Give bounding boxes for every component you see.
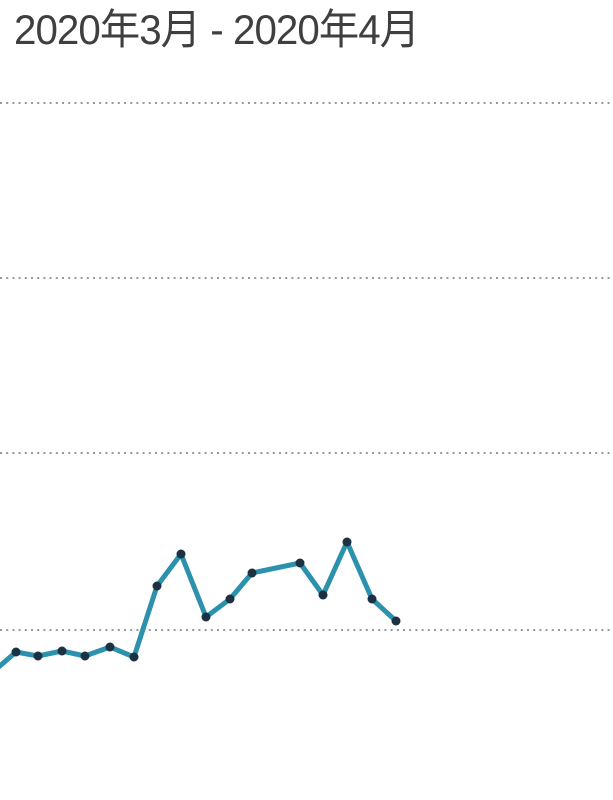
chart-point bbox=[247, 568, 257, 578]
chart-point bbox=[11, 647, 21, 657]
chart-point bbox=[295, 558, 305, 568]
chart-point bbox=[105, 642, 115, 652]
page-title: 2020年3月 - 2020年4月 bbox=[14, 6, 420, 53]
chart-point bbox=[33, 651, 43, 661]
chart-point bbox=[367, 594, 377, 604]
chart-point bbox=[57, 646, 67, 656]
chart-point bbox=[80, 651, 90, 661]
chart-point bbox=[152, 581, 162, 591]
chart-point bbox=[176, 549, 186, 559]
chart-point bbox=[391, 616, 401, 626]
chart-point bbox=[129, 652, 139, 662]
chart-point bbox=[201, 612, 211, 622]
chart-point bbox=[342, 537, 352, 547]
chart-point bbox=[318, 590, 328, 600]
chart-point bbox=[225, 594, 235, 604]
